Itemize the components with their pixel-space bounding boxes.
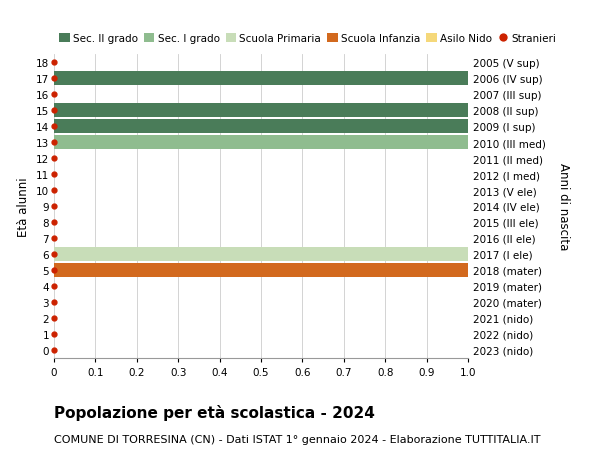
Legend: Sec. II grado, Sec. I grado, Scuola Primaria, Scuola Infanzia, Asilo Nido, Stran: Sec. II grado, Sec. I grado, Scuola Prim… xyxy=(59,34,557,44)
Bar xyxy=(54,104,468,118)
Text: Popolazione per età scolastica - 2024: Popolazione per età scolastica - 2024 xyxy=(54,404,375,420)
Bar xyxy=(54,136,468,150)
Y-axis label: Anni di nascita: Anni di nascita xyxy=(557,163,570,250)
Bar xyxy=(54,247,468,261)
Y-axis label: Età alunni: Età alunni xyxy=(17,177,31,236)
Text: COMUNE DI TORRESINA (CN) - Dati ISTAT 1° gennaio 2024 - Elaborazione TUTTITALIA.: COMUNE DI TORRESINA (CN) - Dati ISTAT 1°… xyxy=(54,434,541,444)
Bar xyxy=(54,263,468,277)
Bar xyxy=(54,72,468,86)
Bar xyxy=(54,120,468,134)
